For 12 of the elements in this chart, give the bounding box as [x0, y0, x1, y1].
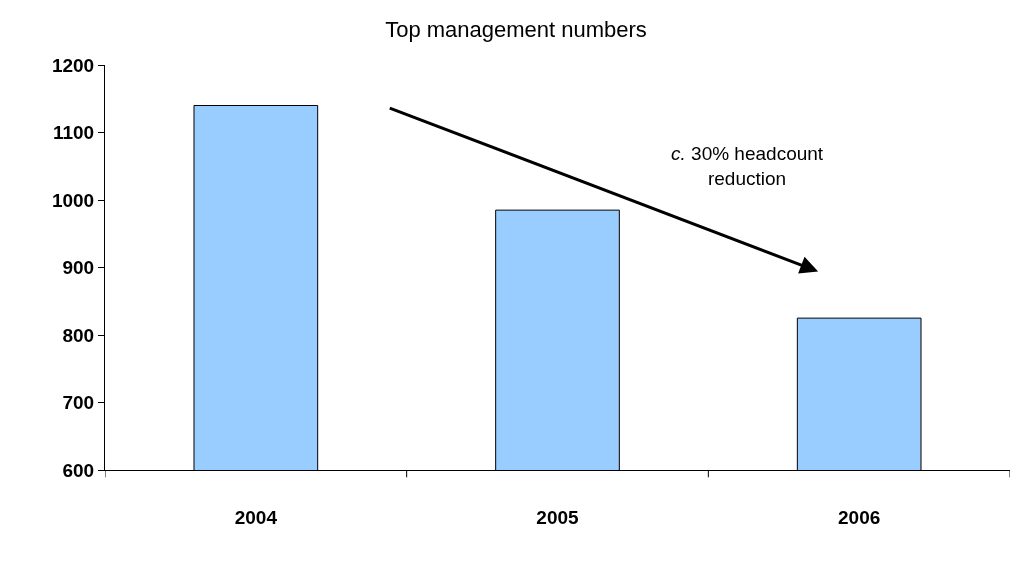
y-tick-label: 900: [62, 257, 95, 279]
annotation: c. 30% headcount reduction: [671, 143, 824, 189]
x-tick-label: 2004: [234, 506, 278, 528]
y-tick-label: 1100: [52, 122, 95, 144]
y-tick-label: 1000: [51, 189, 95, 211]
x-tick-label: 2006: [838, 506, 881, 528]
y-tick-label: 600: [62, 459, 95, 481]
y-tick-label: 800: [62, 324, 95, 346]
x-tick-label: 2005: [536, 506, 580, 528]
y-tick-label: 1200: [51, 54, 95, 76]
y-tick-label: 700: [62, 392, 95, 414]
chart-title: Top management numbers: [385, 17, 647, 43]
